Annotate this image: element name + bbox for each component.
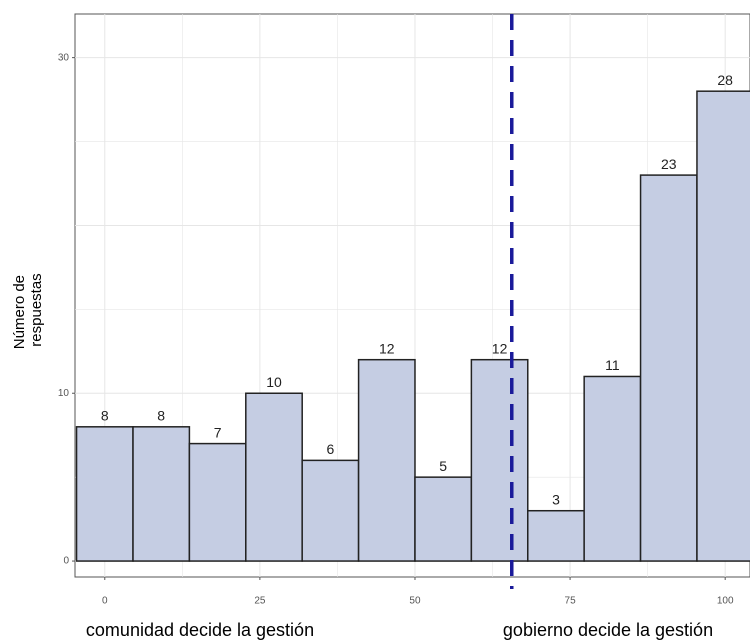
- bar: [414, 476, 473, 562]
- data-label: 28: [717, 72, 733, 88]
- x-tick-label: 0: [102, 596, 108, 607]
- y-axis-label-line: Número de: [11, 275, 28, 349]
- data-label: 6: [326, 441, 334, 457]
- bar: [583, 375, 642, 562]
- x-tick-label: 100: [717, 596, 734, 607]
- bar: [470, 358, 529, 562]
- y-tick-label: 0: [63, 556, 69, 567]
- x-tick-label: 25: [254, 596, 266, 607]
- bar: [696, 90, 750, 562]
- data-label: 10: [266, 374, 282, 390]
- bar: [527, 509, 585, 562]
- data-label: 8: [157, 408, 165, 424]
- x-axis-label-right: gobierno decide la gestión: [503, 620, 713, 640]
- x-axis-label-left: comunidad decide la gestión: [86, 620, 314, 640]
- x-tick-label: 50: [409, 596, 421, 607]
- y-tick-label: 30: [58, 52, 70, 63]
- y-axis-label-line: respuestas: [28, 273, 45, 346]
- data-label: 3: [552, 491, 560, 507]
- x-tick-label: 75: [565, 596, 577, 607]
- bar: [357, 358, 416, 562]
- plot-area: 8 8 7 10 6 12 5 12 3 11 23 28: [75, 14, 750, 577]
- bar: [301, 459, 360, 562]
- bar: [188, 442, 247, 562]
- data-label: 7: [214, 424, 222, 440]
- data-label: 23: [661, 156, 677, 172]
- data-label: 5: [439, 458, 447, 474]
- data-label: 8: [101, 408, 109, 424]
- y-axis-label: Número de respuestas: [11, 271, 45, 349]
- bar: [75, 426, 134, 562]
- bar: [245, 392, 303, 562]
- data-label: 12: [492, 340, 508, 356]
- data-label: 11: [605, 357, 620, 373]
- data-label: 12: [379, 340, 395, 356]
- y-tick-label: 10: [58, 388, 70, 399]
- bar: [132, 426, 191, 562]
- bar: [639, 174, 698, 562]
